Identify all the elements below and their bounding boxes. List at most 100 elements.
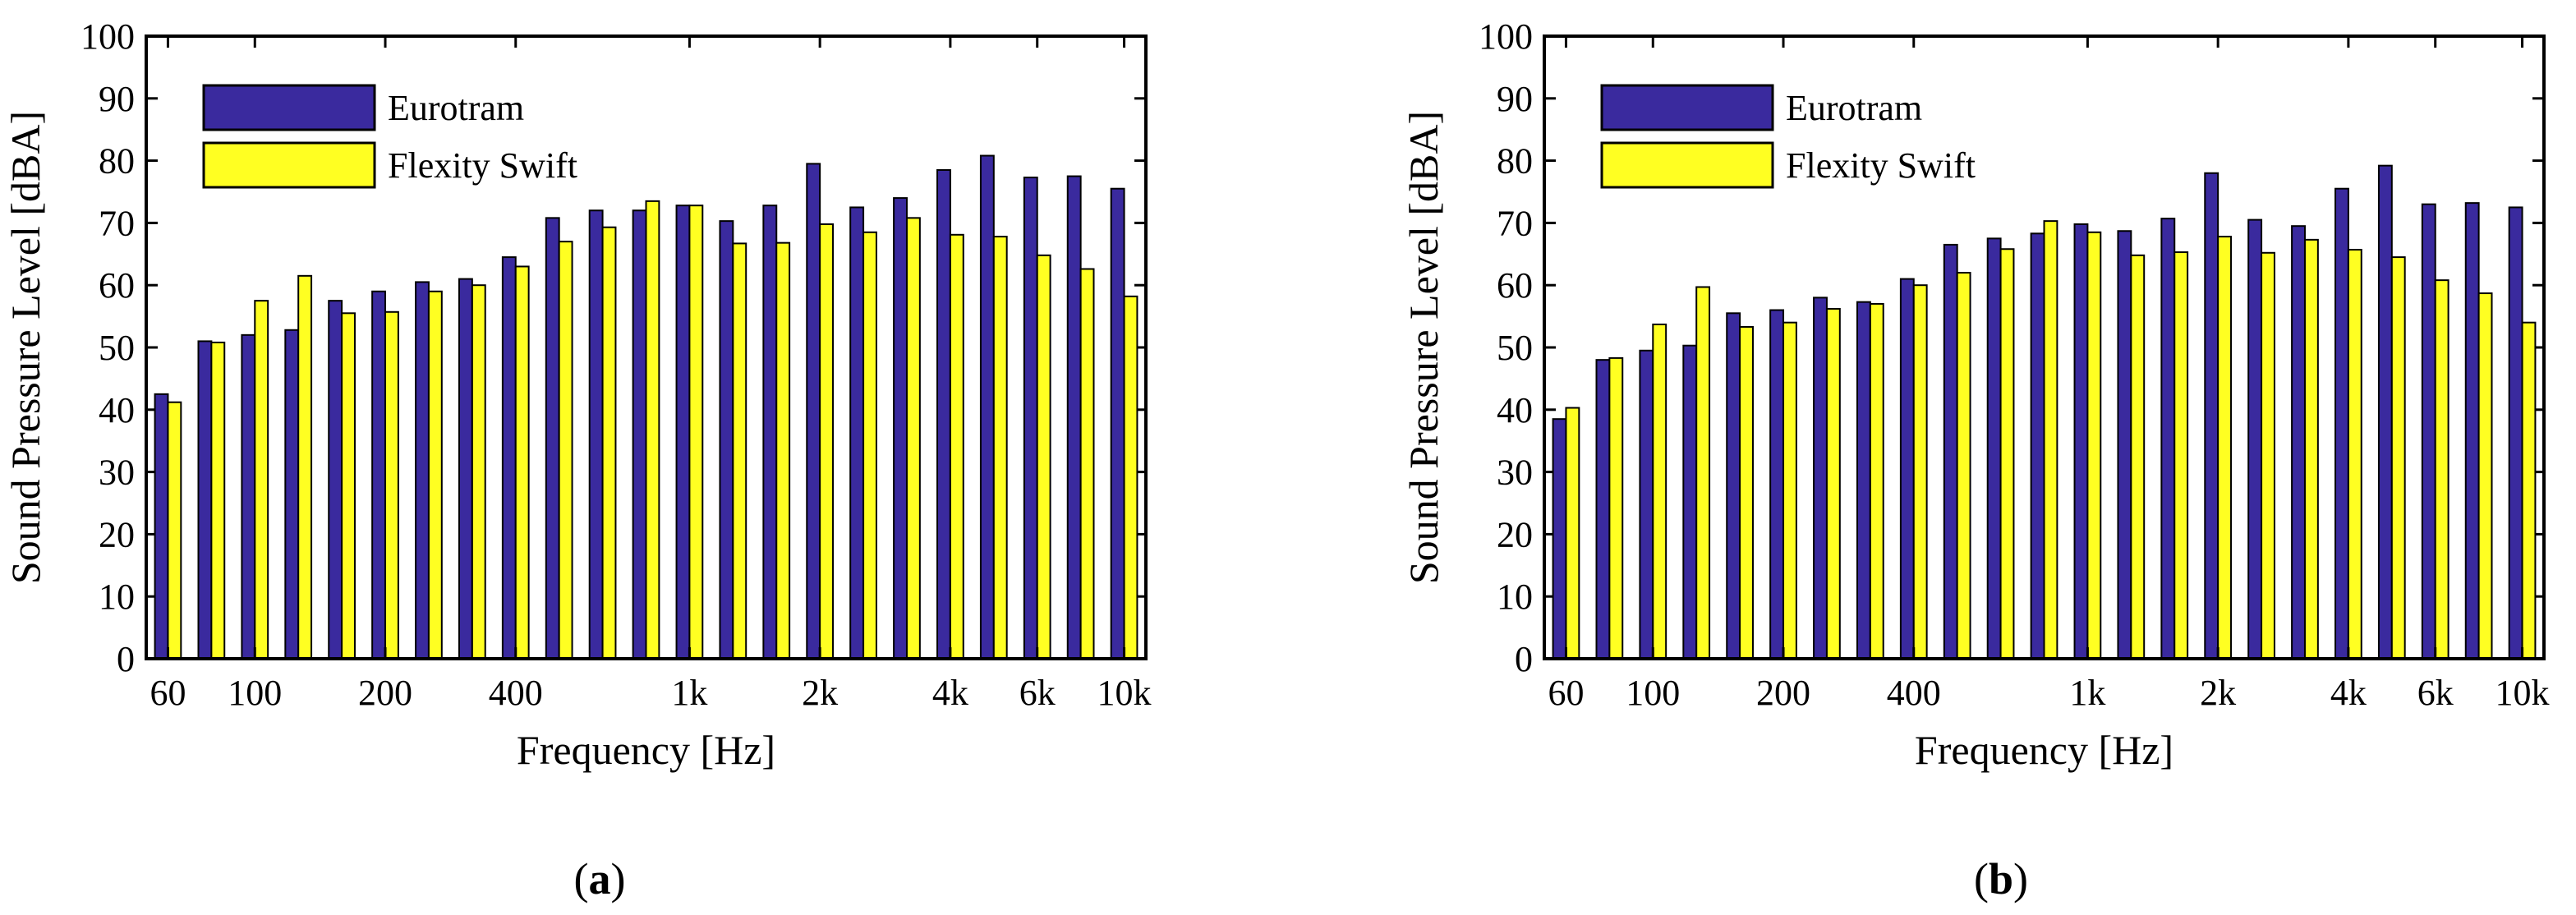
bar-eurotram-250 [415, 281, 430, 660]
x-tick-label: 200 [1756, 673, 1810, 713]
bar-eurotram-8k [2464, 202, 2480, 660]
bar-flexity-swift-10k [1123, 295, 1138, 660]
panel-label-a-open: ( [574, 854, 589, 904]
y-tick-label: 70 [99, 203, 135, 243]
bar-eurotram-315 [458, 278, 473, 660]
bar-flexity-swift-630 [601, 226, 617, 660]
x-tick-label: 400 [1887, 673, 1941, 713]
bar-flexity-swift-400 [514, 265, 530, 660]
bar-flexity-swift-5k [992, 236, 1008, 660]
y-tick-label: 50 [1497, 328, 1533, 368]
y-tick-label: 30 [1497, 453, 1533, 493]
bar-eurotram-2k [806, 163, 821, 660]
x-tick-label: 400 [489, 673, 543, 713]
panel-label-b-close: ) [2013, 854, 2028, 904]
bar-flexity-swift-200 [384, 310, 399, 660]
x-axis-title: Frequency [Hz] [1915, 727, 2174, 773]
bar-eurotram-1k [675, 205, 691, 660]
x-tick-label: 2k [802, 673, 838, 713]
bar-eurotram-200 [1769, 309, 1785, 660]
bar-eurotram-2.5k [2247, 218, 2263, 660]
bar-flexity-swift-1k [2086, 231, 2102, 660]
bar-eurotram-400 [1899, 278, 1915, 660]
bar-flexity-swift-8k [1079, 268, 1095, 660]
x-axis-title: Frequency [Hz] [517, 727, 775, 773]
x-tick-label: 4k [2330, 673, 2367, 713]
y-tick-label: 0 [117, 639, 135, 679]
panel-label-a: (a) [574, 854, 626, 904]
bar-flexity-swift-4k [2347, 248, 2362, 660]
legend-label-flexity-swift: Flexity Swift [1786, 145, 1976, 186]
bar-eurotram-315 [1856, 301, 1871, 660]
bar-flexity-swift-5k [2390, 256, 2406, 660]
x-tick-label: 6k [2417, 673, 2454, 713]
bar-eurotram-1.6k [2160, 218, 2176, 660]
bar-flexity-swift-160 [341, 312, 356, 660]
bar-flexity-swift-6.3k [1036, 254, 1051, 660]
legend-swatch-flexity-swift [202, 141, 376, 189]
y-tick-label: 20 [1497, 514, 1533, 554]
bar-eurotram-80 [1595, 359, 1611, 660]
y-tick-label: 60 [1497, 265, 1533, 306]
bar-eurotram-1.25k [719, 220, 734, 660]
y-tick-label: 10 [1497, 577, 1533, 617]
chart-panel-a: 0 10 20 30 40 50 60 70 80 90 100 60 100 200 400 1k 2k 4k 6… [2, 16, 1152, 773]
bar-flexity-swift-2k [2217, 236, 2233, 660]
bar-eurotram-3.15k [2291, 225, 2306, 660]
y-tick-label: 60 [99, 265, 135, 306]
bar-flexity-swift-63 [167, 401, 182, 660]
y-tick-label: 70 [1497, 203, 1533, 243]
bar-flexity-swift-80 [210, 341, 226, 660]
panel-label-a-close: ) [611, 854, 626, 904]
bar-flexity-swift-4k [949, 233, 964, 660]
y-tick-label: 90 [1497, 79, 1533, 119]
bar-eurotram-5k [2377, 164, 2393, 660]
bar-eurotram-630 [588, 209, 604, 660]
bar-flexity-swift-2.5k [862, 231, 877, 660]
bar-flexity-swift-10k [2521, 321, 2537, 660]
bar-eurotram-4k [2334, 187, 2349, 660]
y-tick-label: 10 [99, 577, 135, 617]
x-tick-label: 2k [2200, 673, 2236, 713]
bar-flexity-swift-1.6k [2174, 251, 2189, 660]
bar-flexity-swift-63 [1565, 407, 1580, 660]
x-tick-label: 10k [2496, 673, 2550, 713]
x-tick-label: 10k [1097, 673, 1152, 713]
bar-eurotram-100 [1639, 349, 1654, 660]
legend-swatch-eurotram [1600, 84, 1774, 131]
x-tick-label: 1k [2069, 673, 2105, 713]
y-tick-label: 30 [99, 453, 135, 493]
bar-flexity-swift-100 [254, 300, 269, 660]
bar-eurotram-1.25k [2117, 230, 2132, 660]
bar-eurotram-2k [2204, 172, 2220, 660]
bar-eurotram-125 [1682, 344, 1698, 660]
y-tick-label: 40 [99, 390, 135, 430]
bar-flexity-swift-250 [427, 290, 443, 660]
bar-eurotram-400 [501, 256, 517, 660]
bar-flexity-swift-1k [688, 205, 704, 660]
bar-eurotram-500 [1943, 243, 1958, 660]
bar-flexity-swift-80 [1608, 356, 1624, 660]
y-tick-label: 40 [1497, 390, 1533, 430]
bar-flexity-swift-1.25k [2130, 254, 2146, 660]
bar-flexity-swift-3.15k [2303, 238, 2319, 660]
bar-flexity-swift-6.3k [2434, 279, 2450, 660]
bar-flexity-swift-100 [1652, 323, 1668, 660]
bar-flexity-swift-160 [1739, 325, 1754, 660]
y-axis-title: Sound Pressure Level [dBA] [1401, 111, 1447, 584]
bar-flexity-swift-500 [1956, 272, 1971, 660]
bar-eurotram-3.15k [893, 197, 908, 660]
bar-flexity-swift-400 [1912, 284, 1928, 660]
bar-eurotram-10k [2508, 206, 2523, 660]
bar-eurotram-160 [1726, 312, 1741, 660]
x-tick-label: 100 [228, 673, 282, 713]
bar-eurotram-63 [154, 393, 169, 660]
plot-frame [145, 34, 1148, 660]
plot-frame [1543, 34, 2546, 660]
bar-flexity-swift-315 [471, 284, 486, 660]
x-tick-label: 60 [1548, 673, 1584, 713]
x-tick-label: 1k [671, 673, 707, 713]
x-tick-label: 200 [358, 673, 412, 713]
bar-eurotram-1k [2073, 223, 2089, 660]
